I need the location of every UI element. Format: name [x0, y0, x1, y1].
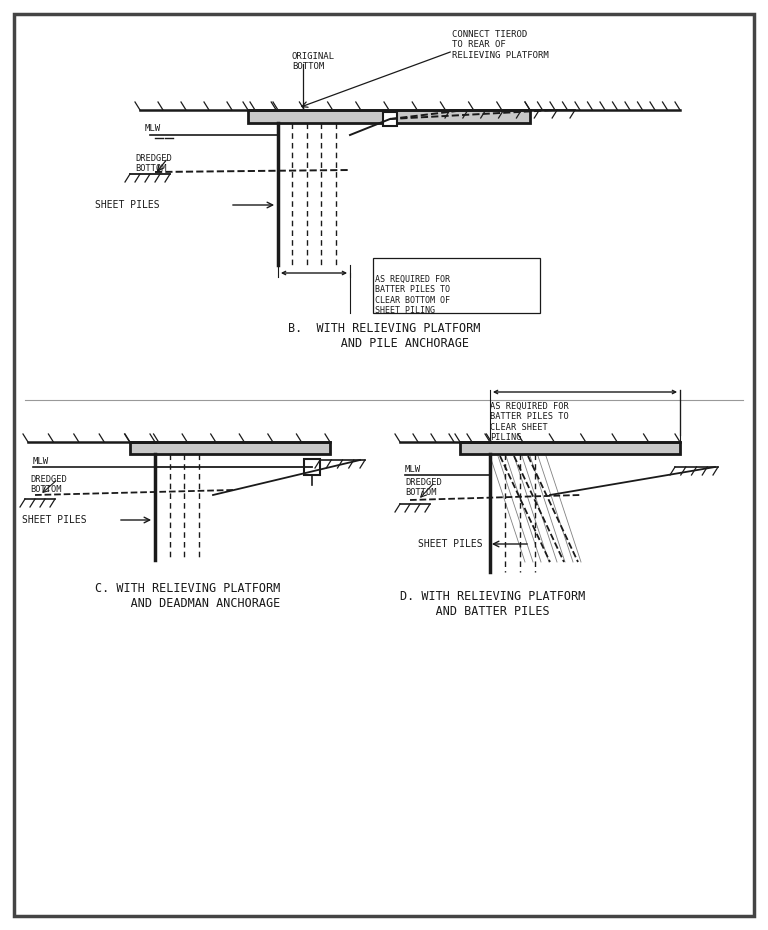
- Text: MLW: MLW: [145, 124, 161, 132]
- Text: DREDGED
BOTTOM: DREDGED BOTTOM: [135, 154, 172, 173]
- Text: DREDGED
BOTTOM: DREDGED BOTTOM: [405, 478, 442, 498]
- Text: DREDGED
BOTTOM: DREDGED BOTTOM: [30, 475, 67, 495]
- Bar: [373, 258, 540, 313]
- Text: AS REQUIRED FOR
BATTER PILES TO
CLEAR SHEET
PILING: AS REQUIRED FOR BATTER PILES TO CLEAR SH…: [490, 402, 569, 442]
- Bar: [460, 442, 680, 454]
- Bar: [130, 442, 330, 454]
- Text: MLW: MLW: [405, 464, 421, 473]
- Text: D. WITH RELIEVING PLATFORM
     AND BATTER PILES: D. WITH RELIEVING PLATFORM AND BATTER PI…: [400, 590, 585, 618]
- Bar: [248, 110, 530, 123]
- Bar: [383, 112, 397, 126]
- Text: C. WITH RELIEVING PLATFORM
     AND DEADMAN ANCHORAGE: C. WITH RELIEVING PLATFORM AND DEADMAN A…: [95, 582, 280, 610]
- Text: B.  WITH RELIEVING PLATFORM
      AND PILE ANCHORAGE: B. WITH RELIEVING PLATFORM AND PILE ANCH…: [288, 322, 480, 350]
- Text: CONNECT TIEROD
TO REAR OF
RELIEVING PLATFORM: CONNECT TIEROD TO REAR OF RELIEVING PLAT…: [452, 30, 549, 60]
- Text: AS REQUIRED FOR
BATTER PILES TO
CLEAR BOTTOM OF
SHEET PILING: AS REQUIRED FOR BATTER PILES TO CLEAR BO…: [375, 275, 450, 315]
- Text: SHEET PILES: SHEET PILES: [418, 539, 482, 549]
- Bar: [304, 459, 320, 475]
- Text: ORIGINAL
BOTTOM: ORIGINAL BOTTOM: [292, 52, 335, 72]
- Text: SHEET PILES: SHEET PILES: [95, 200, 160, 210]
- Text: SHEET PILES: SHEET PILES: [22, 515, 87, 525]
- Text: MLW: MLW: [33, 457, 49, 466]
